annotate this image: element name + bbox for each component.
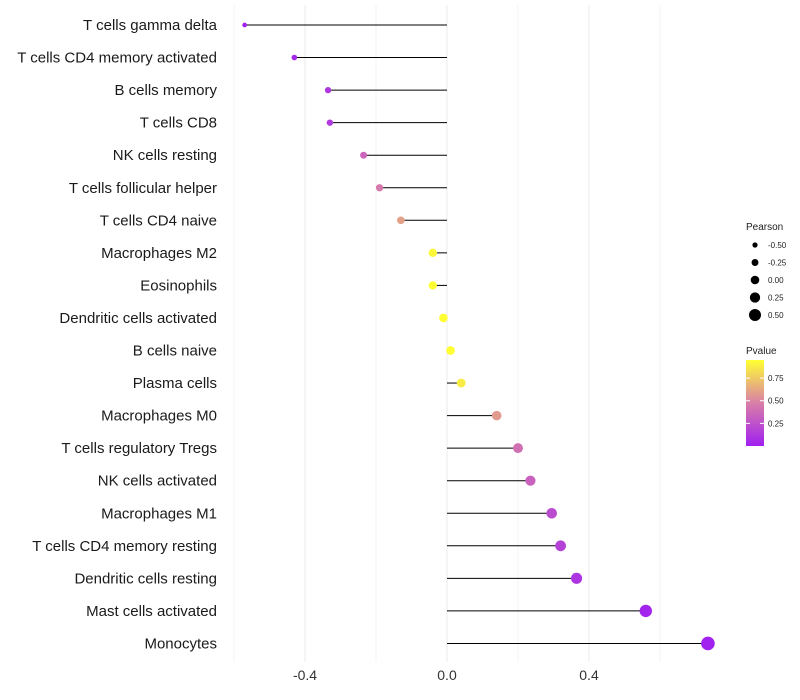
y-axis-label: Eosinophils [140,277,217,294]
lollipop-point [396,216,405,225]
lollipop-point [360,151,368,159]
lollipop-point [439,313,448,323]
size-legend-label: 0.25 [768,294,784,303]
lollipop-point [428,248,437,258]
y-axis-label: Macrophages M0 [101,408,217,425]
y-axis-label: Macrophages M1 [101,505,217,522]
lollipop-point [291,54,298,61]
lollipop-point [324,86,332,94]
lollipop-point [446,346,455,355]
y-axis-label: Mast cells activated [86,603,217,620]
size-legend-label: -0.25 [768,259,787,268]
color-legend-label: 0.25 [768,419,784,428]
lollipop-point [639,604,653,618]
x-tick-label: 0.0 [437,667,457,683]
y-axis-label: B cells naive [133,343,217,360]
size-legend: Pearson -0.50 -0.25 0.00 0.25 0.50 [746,222,787,321]
lollipop-point [326,119,334,126]
y-axis-label: Dendritic cells activated [59,310,217,327]
y-axis-label: T cells follicular helper [69,180,217,197]
lollipop-point [242,22,248,28]
grid-lines [233,5,661,662]
color-legend-title: Pvalue [746,346,777,357]
color-legend-label: 0.75 [768,374,784,383]
lollipop-point [555,540,566,552]
y-axis-labels: T cells gamma delta T cells CD4 memory ac… [17,17,217,652]
size-legend-key [749,309,761,321]
color-legend-label: 0.50 [768,397,784,406]
lollipop-segments [244,24,708,644]
color-legend-bar [746,360,764,446]
y-axis-label: T cells regulatory Tregs [61,440,217,457]
lollipop-point [428,281,437,290]
y-axis-label: NK cells resting [113,147,217,164]
y-axis-label: T cells CD4 memory resting [32,538,217,555]
lollipop-point [546,507,558,519]
size-legend-label: 0.00 [768,276,784,285]
lollipop-point [456,378,466,388]
y-axis-label: T cells gamma delta [83,17,218,34]
x-tick-label: -0.4 [293,667,317,683]
lollipop-point [491,410,502,421]
size-legend-key [752,242,758,248]
size-legend-title: Pearson [746,222,783,233]
x-tick-label: 0.4 [579,667,599,683]
y-axis-label: B cells memory [114,82,217,99]
size-legend-key [750,275,760,285]
y-axis-label: NK cells activated [98,473,217,490]
color-legend: Pvalue 0.25 0.50 0.75 [746,346,784,446]
x-axis-labels: -0.4 0.0 0.4 [293,667,599,683]
y-axis-label: T cells CD8 [140,115,217,132]
size-legend-key [751,259,759,266]
lollipop-point [701,636,715,651]
lollipop-point [375,184,384,192]
lollipop-point [513,443,523,454]
size-legend-label: 0.50 [768,311,784,320]
lollipop-point [571,572,583,584]
y-axis-label: T cells CD4 naive [100,212,217,229]
y-axis-label: T cells CD4 memory activated [17,50,217,67]
lollipop-point [525,475,536,486]
y-axis-label: Macrophages M2 [101,245,217,262]
y-axis-label: Plasma cells [133,375,217,392]
size-legend-key [749,292,761,303]
y-axis-label: Dendritic cells resting [74,570,217,587]
y-axis-label: Monocytes [144,635,217,652]
lollipop-points [242,22,715,651]
size-legend-label: -0.50 [768,241,787,250]
